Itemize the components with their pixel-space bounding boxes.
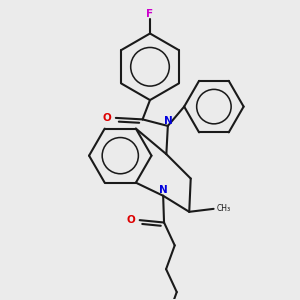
Text: O: O: [127, 215, 136, 225]
Text: F: F: [146, 9, 154, 19]
Text: CH₃: CH₃: [217, 204, 231, 213]
Text: N: N: [164, 116, 172, 126]
Text: N: N: [159, 185, 167, 195]
Text: O: O: [103, 113, 111, 124]
